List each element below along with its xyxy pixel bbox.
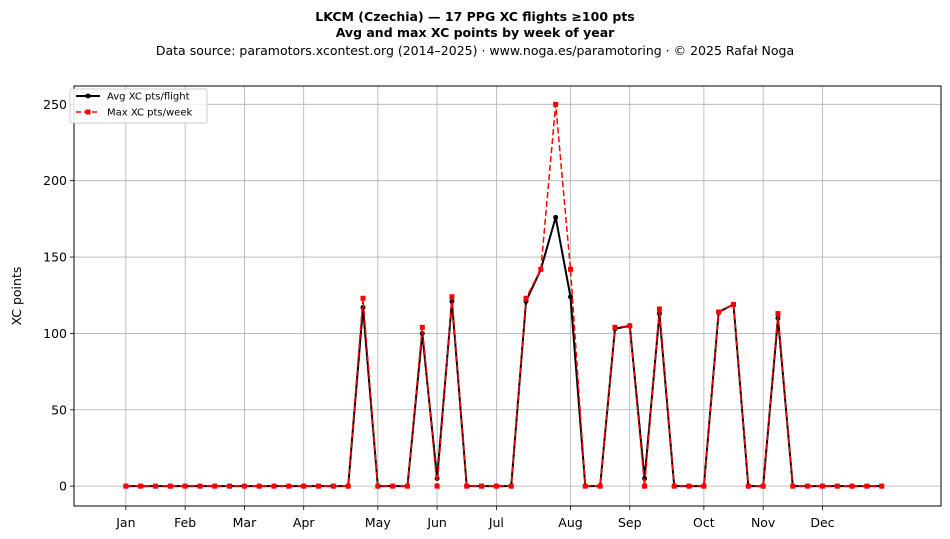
series <box>123 101 885 489</box>
legend-max-label: Max XC pts/week <box>107 108 192 119</box>
y-tick-label: 50 <box>51 402 67 417</box>
max-series-point <box>316 483 322 489</box>
max-series-point <box>375 483 381 489</box>
max-series-line <box>125 103 882 487</box>
x-tick-label: Apr <box>293 515 315 530</box>
y-tick-label: 0 <box>59 479 67 494</box>
avg-series-line <box>125 216 882 488</box>
max-series-point <box>419 324 425 330</box>
legend-avg-label: Avg XC pts/flight <box>107 92 190 103</box>
max-series-point <box>286 483 292 489</box>
avg-series-point <box>449 298 455 304</box>
max-series-point <box>182 483 188 489</box>
max-series-point <box>701 483 707 489</box>
legend: Avg XC pts/flight Max XC pts/week <box>69 88 208 124</box>
max-series-point <box>508 483 514 489</box>
max-series-point <box>686 483 692 489</box>
max-series-point <box>819 483 825 489</box>
x-tick-label: Nov <box>751 515 776 530</box>
axes: Jan Feb Mar Apr May Jun Jul Aug Sep Oct Nov Dec 0 50 1… <box>43 97 835 530</box>
max-series-point <box>642 483 648 489</box>
max-series-point <box>627 323 633 329</box>
max-series-point <box>404 483 410 489</box>
max-series-point <box>345 483 351 489</box>
max-series-point <box>731 301 737 307</box>
max-series-point <box>671 483 677 489</box>
y-tick-label: 150 <box>43 250 67 265</box>
max-series-point <box>330 483 336 489</box>
max-series-point <box>538 266 544 272</box>
x-tick-label: Jul <box>488 515 504 530</box>
max-series-point <box>449 294 455 300</box>
max-series-point <box>656 306 662 312</box>
legend-box <box>69 88 208 124</box>
max-series-point <box>197 483 203 489</box>
y-tick-label: 250 <box>43 97 67 112</box>
max-series-point <box>479 483 485 489</box>
max-series-point <box>434 483 440 489</box>
max-series-point <box>464 483 470 489</box>
max-series-point <box>271 483 277 489</box>
max-series-point <box>760 483 766 489</box>
max-series-point <box>123 483 129 489</box>
grid <box>74 86 941 506</box>
y-axis-label: XC points <box>9 267 24 326</box>
max-series-point <box>597 483 603 489</box>
max-series-point <box>790 483 796 489</box>
x-tick-label: Jun <box>426 515 447 530</box>
chart-source-note: Data source: paramotors.xcontest.org (20… <box>156 43 794 58</box>
max-series-point <box>716 309 722 315</box>
max-series-point <box>212 483 218 489</box>
chart-subtitle: Avg and max XC points by week of year <box>336 25 615 40</box>
max-series-point <box>879 483 885 489</box>
max-series-point <box>745 483 751 489</box>
x-tick-label: Aug <box>558 515 582 530</box>
max-series-point <box>493 483 499 489</box>
max-series-point <box>523 295 529 301</box>
max-series-point <box>849 483 855 489</box>
y-tick-label: 200 <box>43 173 67 188</box>
max-series-point <box>390 483 396 489</box>
y-tick-label: 100 <box>43 326 67 341</box>
x-tick-label: Jan <box>115 515 135 530</box>
max-series-point <box>567 266 573 272</box>
legend-avg-marker <box>85 93 91 99</box>
max-series-point <box>301 483 307 489</box>
max-series-point <box>864 483 870 489</box>
plot-frame <box>73 85 942 507</box>
x-tick-label: Feb <box>174 515 196 530</box>
x-tick-label: Oct <box>693 515 715 530</box>
x-tick-label: Dec <box>810 515 834 530</box>
max-series-point <box>805 483 811 489</box>
max-series-point <box>167 483 173 489</box>
max-series-point <box>153 483 159 489</box>
max-series-point <box>834 483 840 489</box>
max-series-point <box>241 483 247 489</box>
max-series-point <box>553 101 559 107</box>
x-tick-label: Sep <box>618 515 642 530</box>
x-tick-label: May <box>365 515 391 530</box>
max-series-point <box>612 324 618 330</box>
max-series-point <box>582 483 588 489</box>
max-series-point <box>775 311 781 317</box>
legend-max-marker <box>85 109 91 115</box>
max-series-point <box>138 483 144 489</box>
max-series-point <box>360 295 366 301</box>
avg-series-point <box>553 214 559 220</box>
max-series-point <box>256 483 262 489</box>
x-tick-label: Mar <box>233 515 257 530</box>
max-series-point <box>227 483 233 489</box>
chart-title: LKCM (Czechia) — 17 PPG XC flights ≥100 … <box>315 9 634 24</box>
